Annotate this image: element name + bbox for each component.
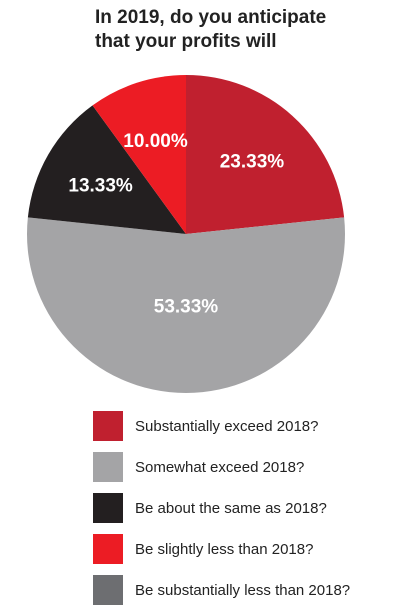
legend-label: Somewhat exceed 2018? (135, 458, 305, 476)
pie-slice-about-same (27, 105, 186, 235)
pie-slice-somewhat-exceed (26, 217, 346, 394)
chart-title-line-1: In 2019, do you anticipate (95, 7, 327, 28)
pie-slice-slightly-less (92, 75, 186, 234)
legend-label: Be about the same as 2018? (135, 499, 327, 517)
legend-swatch (93, 575, 123, 605)
legend-swatch (93, 411, 123, 441)
legend-item-about-same: Be about the same as 2018? (93, 492, 393, 524)
legend-item-somewhat-exceed: Somewhat exceed 2018? (93, 451, 393, 483)
pie-chart: 23.33% 53.33% 13.33% 10.00% (26, 75, 346, 394)
pie-slice-substantially-exceed (186, 75, 345, 234)
pie-slice-label-somewhat-exceed: 53.33% (154, 297, 219, 318)
pie-slice-label-about-same: 13.33% (68, 176, 133, 197)
pie-slice-label-slightly-less: 10.00% (123, 131, 188, 152)
chart-title: In 2019, do you anticipate that your pro… (95, 6, 395, 54)
legend-label: Be slightly less than 2018? (135, 540, 314, 558)
legend-swatch (93, 534, 123, 564)
legend-swatch (93, 493, 123, 523)
legend-label: Substantially exceed 2018? (135, 417, 319, 435)
legend-swatch (93, 452, 123, 482)
legend: Substantially exceed 2018? Somewhat exce… (93, 410, 393, 615)
legend-item-substantially-exceed: Substantially exceed 2018? (93, 410, 393, 442)
legend-label: Be substantially less than 2018? (135, 581, 351, 599)
pie-slice-label-substantially-exceed: 23.33% (220, 152, 285, 173)
legend-item-substantially-less: Be substantially less than 2018? (93, 574, 393, 606)
chart-title-line-2: that your profits will (95, 31, 277, 52)
legend-item-slightly-less: Be slightly less than 2018? (93, 533, 393, 565)
